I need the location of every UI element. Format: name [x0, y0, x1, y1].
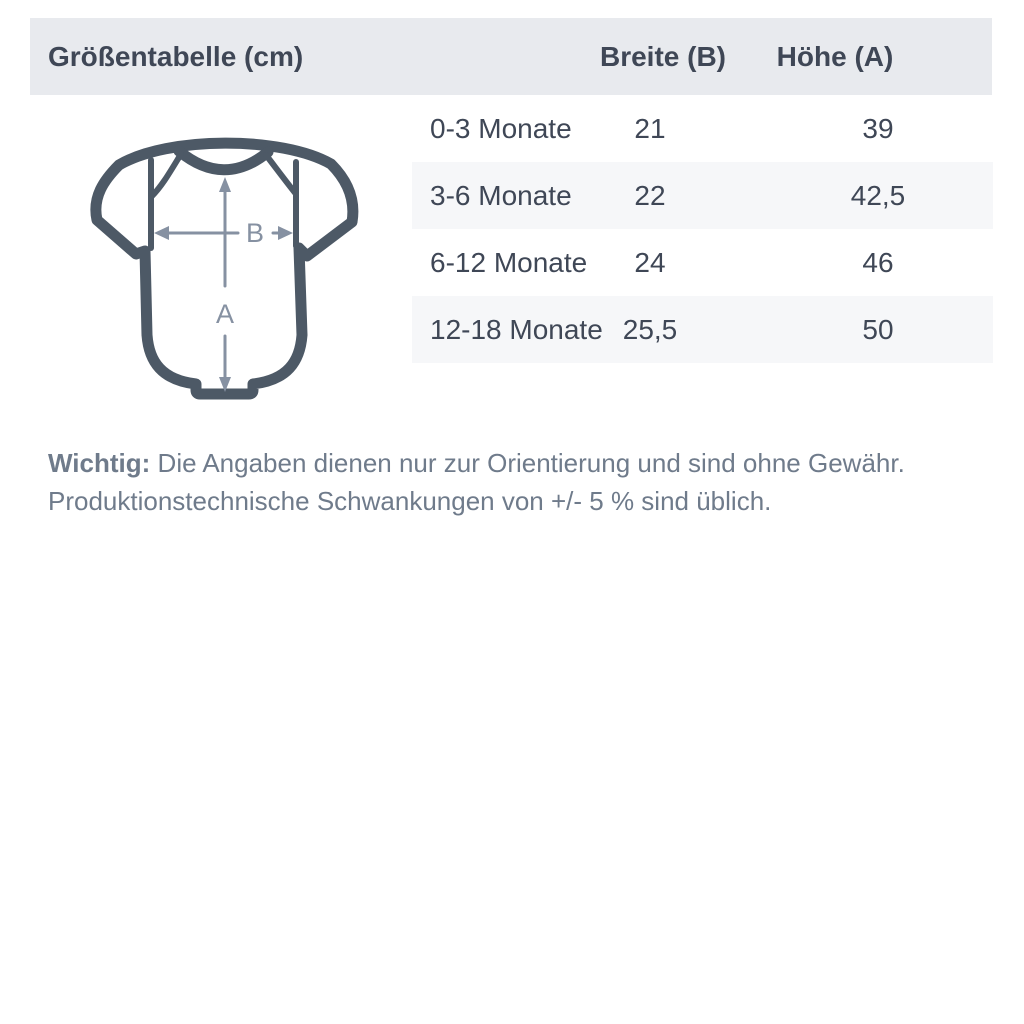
size-cell: 0-3 Monate [430, 112, 572, 144]
table-row: 3-6 Monate 22 42,5 [412, 162, 993, 229]
disclaimer-note: Wichtig: Die Angaben dienen nur zur Orie… [48, 444, 978, 520]
height-cell: 46 [862, 246, 894, 278]
note-prefix: Wichtig: [48, 448, 151, 478]
bodysuit-diagram: A B [90, 137, 359, 400]
note-line-2: Produktionstechnische Schwankungen von +… [48, 482, 978, 520]
column-header-width: Breite (B) [599, 40, 726, 72]
width-cell: 25,5 [622, 313, 678, 345]
width-cell: 21 [634, 112, 666, 144]
height-cell: 42,5 [850, 179, 906, 211]
size-table: 0-3 Monate 21 39 3-6 Monate 22 42,5 6-12… [412, 95, 993, 363]
width-cell: 22 [634, 179, 666, 211]
height-arrow-icon [219, 177, 231, 392]
note-text-1: Die Angaben dienen nur zur Orientierung … [150, 448, 905, 478]
column-header-height: Höhe (A) [776, 40, 894, 72]
height-cell: 39 [862, 112, 894, 144]
width-arrow-icon [154, 226, 293, 240]
table-header-bar: Größentabelle (cm) Breite (B) Höhe (A) [30, 18, 992, 95]
note-text-2: Produktionstechnische Schwankungen von +… [48, 486, 772, 516]
table-row: 12-18 Monate 25,5 50 [412, 296, 993, 363]
height-cell: 50 [862, 313, 894, 345]
width-label: B [246, 218, 264, 248]
size-cell: 12-18 Monate [430, 313, 603, 345]
bodysuit-outline-icon [90, 137, 359, 400]
bodysuit-seams [148, 151, 299, 251]
table-row: 0-3 Monate 21 39 [412, 95, 993, 162]
size-cell: 6-12 Monate [430, 246, 588, 278]
note-line-1: Wichtig: Die Angaben dienen nur zur Orie… [48, 444, 978, 482]
page-title: Größentabelle (cm) [48, 40, 304, 72]
height-label: A [216, 299, 234, 329]
table-row: 6-12 Monate 24 46 [412, 229, 993, 296]
width-cell: 24 [634, 246, 666, 278]
size-cell: 3-6 Monate [430, 179, 572, 211]
